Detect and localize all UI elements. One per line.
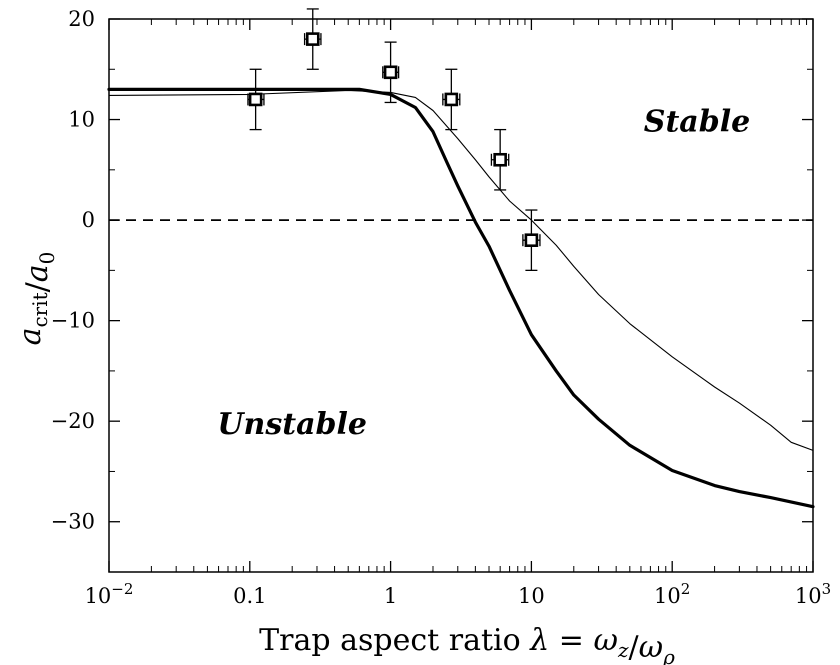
x-tick-label: 1 xyxy=(384,584,397,608)
square-marker xyxy=(524,233,539,247)
x-axis-label: Trap aspect ratio λ = ωz/ωρ xyxy=(259,623,675,665)
data-point xyxy=(522,209,541,272)
region-label: Stable xyxy=(644,105,750,140)
y-tick-label: 10 xyxy=(68,108,95,132)
y-tick-label: −20 xyxy=(51,409,95,433)
data-point xyxy=(442,68,461,131)
series-line-thin-solid xyxy=(108,89,814,451)
region-label: Unstable xyxy=(217,407,367,442)
square-marker xyxy=(248,92,263,107)
y-axis-label: acrit/a0 xyxy=(13,252,59,346)
x-tick-label: 10 xyxy=(518,584,545,608)
data-point xyxy=(490,128,510,191)
x-tick-label: 102 xyxy=(654,580,690,608)
y-tick-label: 20 xyxy=(68,7,95,31)
y-tick-label: −10 xyxy=(51,309,95,333)
x-tick-label: 10−2 xyxy=(85,580,134,608)
square-marker xyxy=(493,152,507,167)
data-point xyxy=(303,8,322,70)
square-marker xyxy=(444,92,459,107)
series-line-thick-solid xyxy=(107,87,815,509)
x-tick-label: 103 xyxy=(795,580,831,608)
x-tick-label: 0.1 xyxy=(233,584,266,608)
plot-frame xyxy=(108,18,814,573)
data-point xyxy=(382,41,400,104)
y-tick-label: 0 xyxy=(82,208,95,232)
square-marker xyxy=(305,32,320,46)
data-point xyxy=(247,68,265,131)
square-marker xyxy=(383,65,398,80)
y-axis-label-group: acrit/a0 xyxy=(13,252,59,346)
y-tick-label: −30 xyxy=(51,510,95,534)
